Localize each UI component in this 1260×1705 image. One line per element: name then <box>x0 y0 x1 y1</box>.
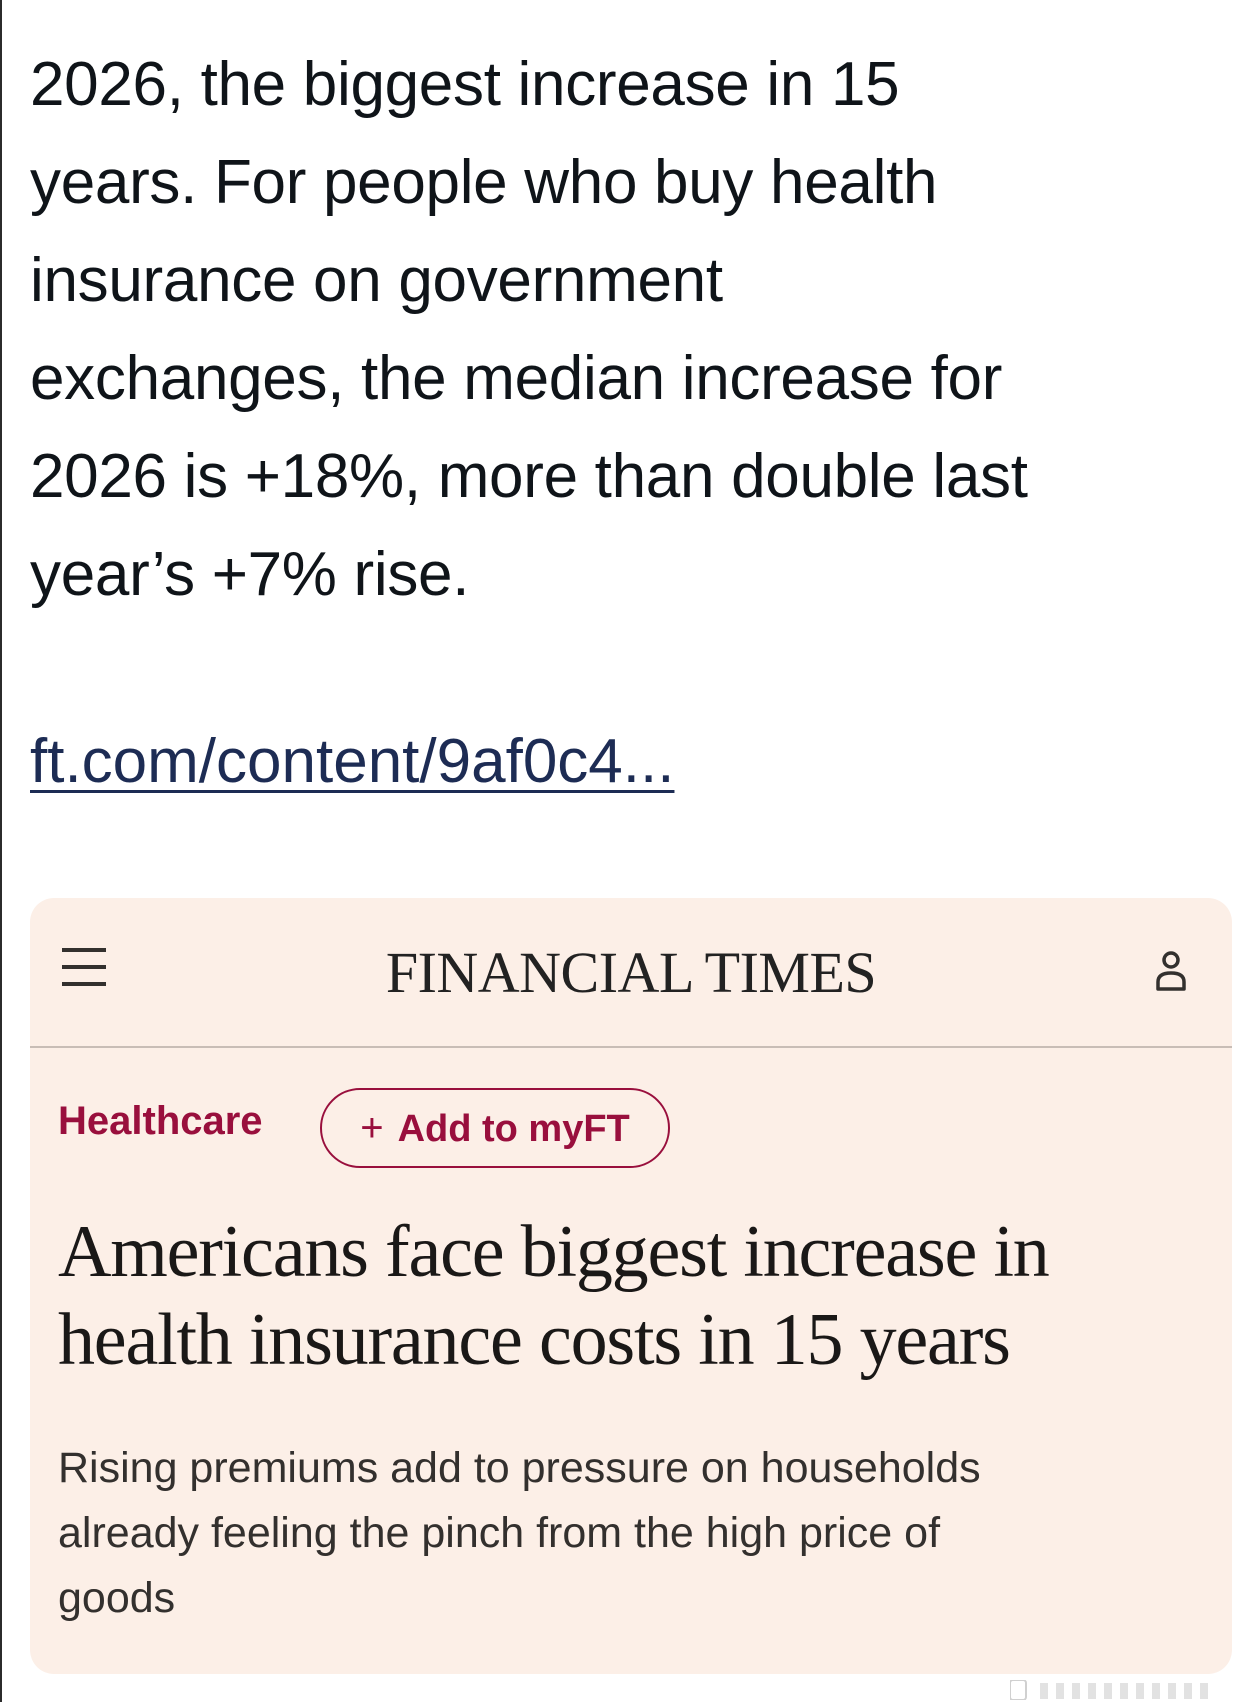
standfirst-line: goods <box>58 1574 176 1622</box>
standfirst-line: Rising premiums add to pressure on house… <box>58 1444 981 1492</box>
add-to-myft-label: Add to myFT <box>397 1108 630 1150</box>
tweet-line: year’s +7% rise. <box>30 540 470 609</box>
link-preview-card[interactable]: FINANCIAL TIMES Healthcare + Add to myFT … <box>30 898 1232 1674</box>
add-to-myft-button[interactable]: + Add to myFT <box>320 1088 670 1168</box>
header-divider <box>30 1046 1232 1048</box>
topic-link[interactable]: Healthcare <box>58 1099 263 1143</box>
plus-icon: + <box>360 1106 384 1150</box>
tweet-line: insurance on government <box>30 246 723 315</box>
article-standfirst: Rising premiums add to pressure on house… <box>58 1436 1208 1631</box>
tweet-text: 2026, the biggest increase in 15 years. … <box>30 36 1230 624</box>
standfirst-line: already feeling the pinch from the high … <box>58 1509 941 1557</box>
tweet-line: exchanges, the median increase for <box>30 344 1003 413</box>
headline-line: Americans face biggest increase in <box>58 1211 1050 1293</box>
masthead-logo: FINANCIAL TIMES <box>385 940 877 1005</box>
hamburger-menu-icon[interactable] <box>60 944 108 990</box>
tweet-line: years. For people who buy health <box>30 148 938 217</box>
watermark-logo <box>1009 1679 1240 1701</box>
tweet-line: 2026, the biggest increase in 15 <box>30 50 900 119</box>
article-headline[interactable]: Americans face biggest increase in healt… <box>58 1208 1218 1384</box>
user-account-icon[interactable] <box>1154 950 1188 992</box>
article-link[interactable]: ft.com/content/9af0c4... <box>30 727 675 796</box>
headline-line: health insurance costs in 15 years <box>58 1299 1011 1381</box>
tweet-line: 2026 is +18%, more than double last <box>30 442 1028 511</box>
left-border <box>0 0 2 1702</box>
